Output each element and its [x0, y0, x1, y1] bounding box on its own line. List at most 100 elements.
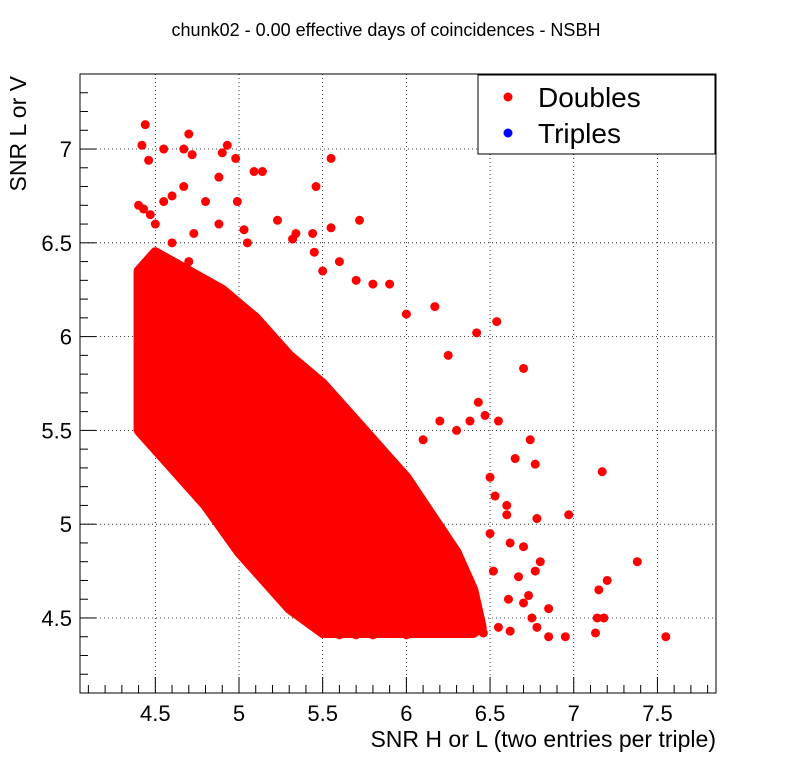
plot-frame	[79, 73, 717, 694]
data-point	[355, 215, 365, 225]
data-point	[251, 557, 261, 567]
data-point	[217, 519, 227, 529]
data-point	[401, 309, 411, 319]
data-point	[452, 425, 462, 435]
x-tick-label: 5.5	[307, 701, 338, 726]
data-point	[368, 630, 378, 640]
x-tick-label: 5	[233, 701, 245, 726]
data-point	[505, 626, 515, 636]
data-point	[597, 467, 607, 477]
data-point	[524, 590, 534, 600]
legend-label: Doubles	[538, 82, 641, 113]
data-point	[251, 482, 261, 492]
data-point	[159, 425, 169, 435]
data-point	[318, 557, 328, 567]
data-point	[544, 604, 554, 614]
data-point	[318, 500, 328, 510]
data-point	[478, 628, 488, 638]
data-point	[214, 172, 224, 182]
data-point	[594, 585, 604, 595]
data-point	[351, 454, 361, 464]
data-point	[276, 547, 286, 557]
data-point	[201, 425, 211, 435]
data-point	[201, 275, 211, 285]
data-point	[599, 613, 609, 623]
data-point	[385, 575, 395, 585]
data-point	[418, 613, 428, 623]
data-point	[318, 416, 328, 426]
data-point	[473, 397, 483, 407]
data-point	[661, 632, 671, 642]
data-point	[232, 197, 242, 207]
data-point	[234, 407, 244, 417]
x-tick-label: 4.5	[140, 701, 171, 726]
data-point	[311, 182, 321, 192]
data-point	[291, 228, 301, 238]
data-point	[217, 294, 227, 304]
data-point	[326, 153, 336, 163]
data-point	[179, 182, 189, 192]
data-point	[368, 482, 378, 492]
data-point	[234, 313, 244, 323]
data-points	[134, 120, 671, 642]
x-tick-label: 7.5	[642, 701, 673, 726]
y-tick-labels: 4.5 5 5.5 6 6.5 7	[41, 137, 72, 631]
y-tick-label: 6.5	[41, 231, 72, 256]
data-point	[410, 519, 420, 529]
data-point	[530, 459, 540, 469]
data-point	[217, 444, 227, 454]
data-point	[192, 454, 202, 464]
data-point	[217, 148, 227, 158]
data-point	[527, 613, 537, 623]
data-point	[201, 197, 211, 207]
data-point	[150, 313, 160, 323]
data-point	[502, 500, 512, 510]
data-point	[142, 416, 152, 426]
data-point	[145, 210, 155, 220]
data-point	[343, 613, 353, 623]
data-point	[242, 510, 252, 520]
data-point	[184, 482, 194, 492]
data-point	[175, 435, 185, 445]
data-point	[435, 628, 445, 638]
data-point	[465, 416, 475, 426]
data-point	[435, 416, 445, 426]
data-point	[239, 225, 249, 235]
data-point	[351, 594, 361, 604]
legend: Doubles Triples	[477, 74, 716, 155]
data-point	[150, 369, 160, 379]
data-point	[535, 557, 545, 567]
y-axis-label: SNR L or V	[5, 75, 31, 191]
dense-point-cloud	[133, 247, 487, 638]
data-point	[485, 472, 495, 482]
data-point	[301, 482, 311, 492]
data-point	[452, 594, 462, 604]
data-point	[267, 444, 277, 454]
data-point	[519, 598, 529, 608]
data-point	[351, 630, 361, 640]
data-point	[144, 155, 154, 165]
data-point	[284, 519, 294, 529]
data-point	[222, 140, 232, 150]
data-point	[326, 604, 336, 614]
y-tick-label: 5	[60, 512, 72, 537]
data-point	[502, 510, 512, 520]
data-point	[452, 628, 462, 638]
data-point	[480, 410, 490, 420]
data-point	[234, 463, 244, 473]
data-point	[201, 369, 211, 379]
data-point	[532, 514, 542, 524]
data-point	[137, 388, 147, 398]
data-point	[140, 120, 150, 130]
x-tick-label: 7	[568, 701, 580, 726]
data-point	[544, 632, 554, 642]
data-point	[592, 613, 602, 623]
data-point	[201, 500, 211, 510]
data-point	[187, 150, 197, 160]
data-point	[368, 279, 378, 289]
data-point	[368, 613, 378, 623]
data-point	[368, 557, 378, 567]
data-point	[632, 557, 642, 567]
data-point	[532, 622, 542, 632]
data-point	[167, 388, 177, 398]
